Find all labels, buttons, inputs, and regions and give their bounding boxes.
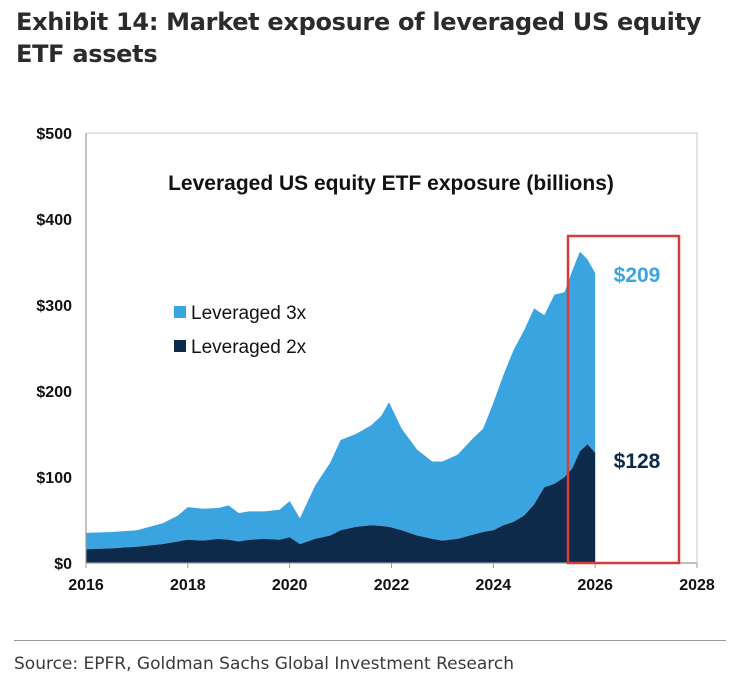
y-tick-label: $200 (36, 384, 72, 401)
y-tick-label: $100 (36, 470, 72, 487)
x-tick-label: 2022 (374, 577, 410, 594)
x-tick-label: 2028 (679, 577, 715, 594)
exhibit-title: Exhibit 14: Market exposure of leveraged… (16, 8, 702, 68)
x-tick-label: 2016 (68, 577, 104, 594)
y-tick-label: $300 (36, 298, 72, 315)
chart-legend: Leveraged 3x Leveraged 2x (174, 303, 307, 358)
callout-2x-value: $128 (614, 450, 661, 473)
legend-swatch-2x (174, 340, 186, 352)
area-leveraged-2x (86, 444, 596, 563)
footer-divider (14, 640, 726, 641)
y-tick-label: $0 (54, 556, 72, 573)
x-axis-ticks: 2016 2018 2020 2022 2024 2026 2028 (68, 563, 715, 594)
highlight-box (566, 234, 681, 565)
y-tick-label: $500 (36, 126, 72, 143)
x-tick-label: 2018 (170, 577, 206, 594)
x-tick-label: 2026 (577, 577, 613, 594)
area-leveraged-3x (86, 251, 596, 550)
callout-3x-value: $209 (614, 264, 661, 287)
legend-swatch-3x (174, 306, 186, 318)
chart-title: Leveraged US equity ETF exposure (billio… (168, 172, 614, 195)
source-note: Source: EPFR, Goldman Sachs Global Inves… (14, 654, 515, 674)
y-axis-ticks: $0 $100 $200 $300 $400 $500 (36, 126, 72, 573)
y-tick-label: $400 (36, 212, 72, 229)
chart: $0$100$200$300$400$500 2016 2018 2020 2022 2… (36, 126, 715, 594)
chart-areas (86, 251, 596, 563)
x-tick-label: 2020 (272, 577, 308, 594)
legend-label-2x: Leveraged 2x (191, 337, 307, 358)
legend-label-3x: Leveraged 3x (191, 303, 307, 324)
x-tick-label: 2024 (476, 577, 512, 594)
